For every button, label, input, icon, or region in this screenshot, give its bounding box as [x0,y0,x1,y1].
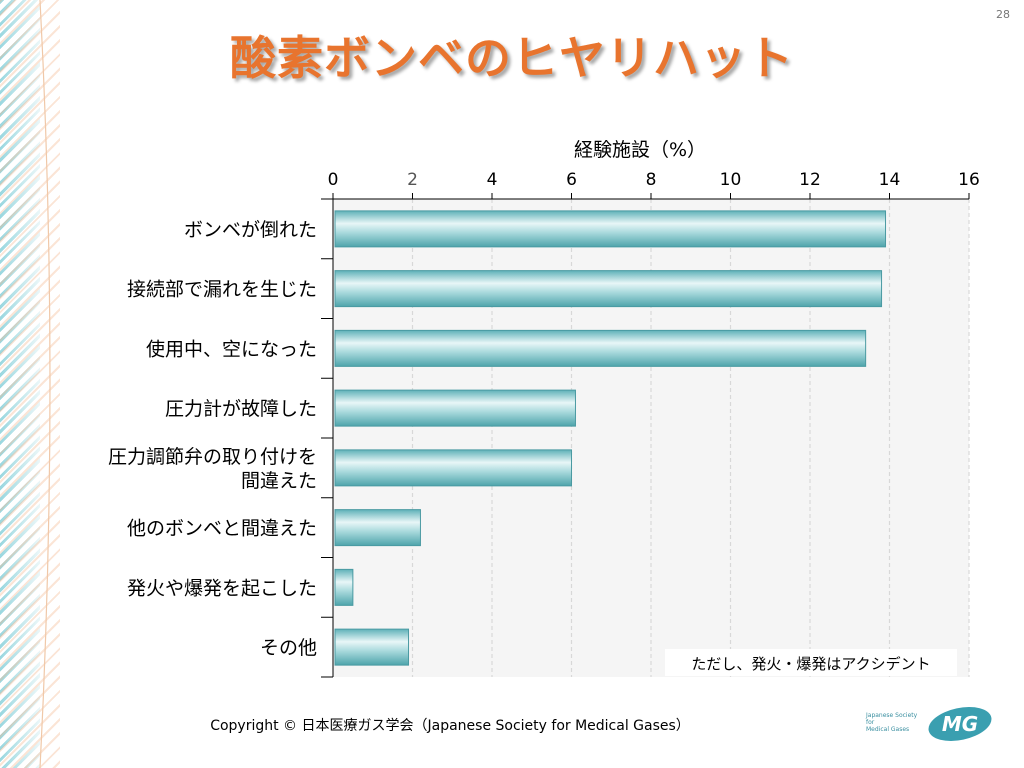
bar [334,270,883,308]
logo-text: Japanese Society for Medical Gases [866,712,926,733]
bar [334,210,887,248]
bar [334,509,421,547]
x-tick-label: 4 [487,170,498,190]
bar [334,329,867,367]
bar [334,628,410,666]
copyright-footer: Copyright © 日本医療ガス学会（Japanese Society fo… [210,718,690,734]
x-axis-label: 経験施設（%） [574,139,706,161]
x-tick-label: 16 [958,170,980,190]
x-tick-label: 10 [720,170,742,190]
bar-chart: 0 2 4 6 8 10 12 14 16 ボンベが倒れた接続部で漏れを生じた使用中、空になった圧… [108,139,980,678]
x-tick-label: 6 [566,170,577,190]
x-tick-label: 12 [799,170,821,190]
category-label: ボンベが倒れた [184,219,317,241]
x-tick-label: 2 [407,170,418,190]
mg-logo-icon: MG [928,706,992,742]
bar [334,568,354,606]
category-label: 使用中、空になった [146,338,317,360]
annotation: ただし、発火・爆発はアクシデント [665,649,957,676]
slide-title: 酸素ボンベのヒヤリハット [230,31,794,85]
category-label: 他のボンベと間違えた [127,518,317,540]
x-tick-label: 8 [646,170,657,190]
logo-text-line1: Japanese Society for [866,712,918,726]
bar [334,449,572,487]
page-number: 28 [996,8,1010,21]
category-label: その他 [260,637,317,659]
category-label: 発火や爆発を起こした [127,577,317,599]
bar [334,389,576,427]
decorative-stripes [0,0,40,768]
x-tick-label: 0 [328,170,339,190]
category-label: 接続部で漏れを生じた [127,279,317,301]
x-tick-label: 14 [879,170,901,190]
category-label: 圧力調節弁の取り付けを間違えた [108,446,317,492]
logo-text-line2: Medical Gases [866,726,910,733]
logo-mark-text: MG [942,712,978,736]
category-label: 圧力計が故障した [165,398,317,420]
annotation-text: ただし、発火・爆発はアクシデント [691,655,930,673]
